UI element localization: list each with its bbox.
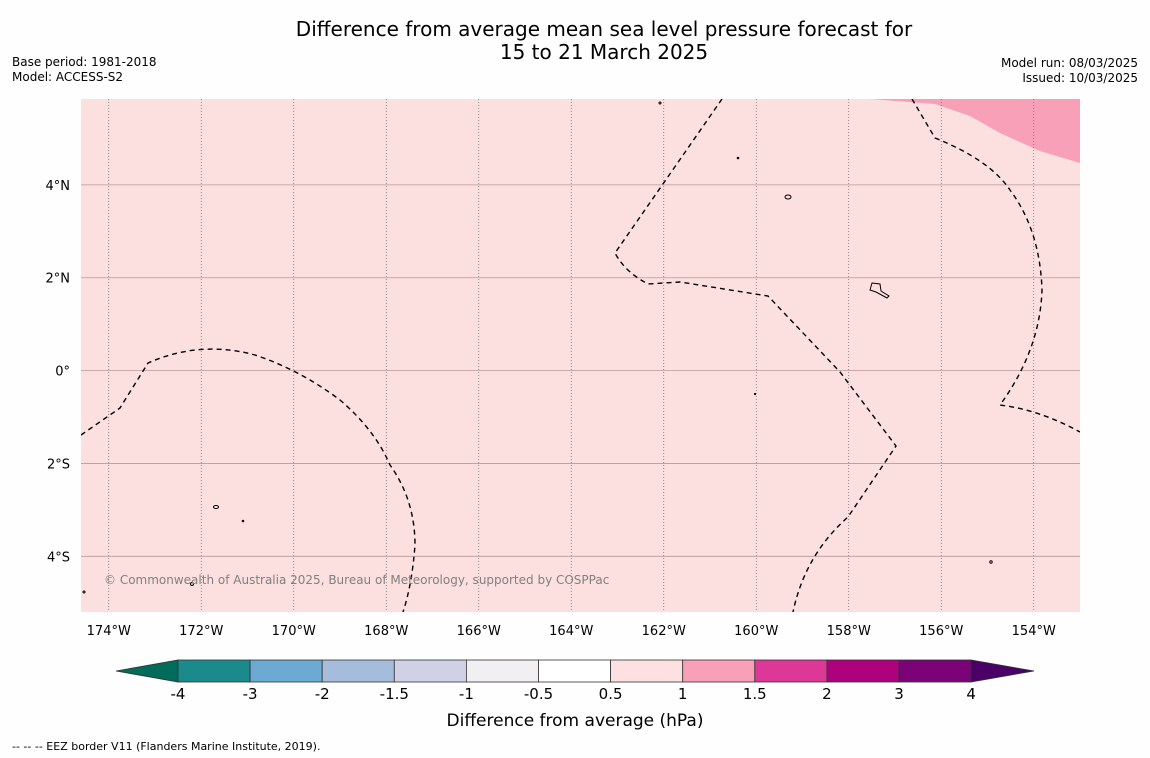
colorbar-tick-label: -1.5 — [380, 685, 409, 703]
island — [82, 590, 86, 594]
eez-border-east — [911, 99, 1080, 433]
colorbar-swatch — [754, 659, 828, 683]
longitude-label: 156°W — [919, 624, 963, 639]
island — [190, 582, 194, 586]
island — [869, 282, 890, 299]
graticule — [81, 99, 1080, 612]
colorbar-swatch — [249, 659, 323, 683]
colorbar-tick-label: 4 — [966, 685, 976, 703]
title-line-2: 15 to 21 March 2025 — [499, 40, 709, 64]
island — [753, 392, 757, 396]
latitude-label: 4°S — [47, 550, 70, 565]
colorbar-tick-label: 1 — [678, 685, 688, 703]
eez-borders — [81, 99, 1080, 612]
colorbar-swatch — [321, 659, 395, 683]
eez-footnote: -- -- -- EEZ border V11 (Flanders Marine… — [12, 740, 321, 753]
colorbar-tick-label: -0.5 — [524, 685, 553, 703]
colorbar-swatch — [393, 659, 467, 683]
longitude-label: 160°W — [734, 624, 778, 639]
colorbar-swatch — [826, 659, 900, 683]
longitude-labels: 174°W 172°W 170°W 168°W 166°W 164°W 162°W 160°W… — [87, 624, 1056, 639]
colorbar-low-extension — [115, 659, 179, 683]
colorbar-title: Difference from average (hPa) — [447, 711, 704, 731]
longitude-label: 158°W — [827, 624, 871, 639]
base-period-text: Base period: 1981-2018 — [12, 55, 157, 69]
longitude-label: 174°W — [87, 624, 131, 639]
island — [989, 560, 993, 564]
title-line-1: Difference from average mean sea level p… — [295, 17, 913, 41]
colorbar-tick-label: -4 — [171, 685, 186, 703]
colorbar-high-extension — [970, 659, 1035, 683]
pressure-anomaly-region — [870, 99, 1080, 163]
longitude-label: 168°W — [364, 624, 408, 639]
colorbar-swatch — [682, 659, 756, 683]
colorbar-swatch — [465, 659, 539, 683]
longitude-label: 154°W — [1012, 624, 1056, 639]
colorbar-tick-label: -1 — [459, 685, 474, 703]
island — [241, 519, 245, 523]
colorbar: -4 -3 -2 -1.5 -1 -0.5 0.5 1 1.5 2 3 4 Difference fr… — [115, 659, 1035, 731]
latitude-labels: 4°N 2°N 0° 2°S 4°S — [46, 179, 71, 565]
colorbar-tick-label: -3 — [243, 685, 258, 703]
map-title: Difference from average mean sea level p… — [0, 18, 1150, 64]
colorbar-tick-label: 2 — [822, 685, 832, 703]
colorbar-tick-label: 3 — [894, 685, 904, 703]
map-background — [81, 99, 1080, 612]
colorbar-tick-label: 0.5 — [599, 685, 623, 703]
longitude-label: 172°W — [179, 624, 223, 639]
colorbar-swatch — [898, 659, 972, 683]
eez-border-west — [81, 348, 416, 612]
run-info: Model run: 08/03/2025 Issued: 10/03/2025 — [1001, 56, 1138, 86]
colorbar-swatch — [610, 659, 684, 683]
base-info: Base period: 1981-2018 Model: ACCESS-S2 — [12, 55, 157, 85]
island — [736, 156, 740, 160]
issued-text: Issued: 10/03/2025 — [1022, 71, 1138, 85]
longitude-label: 162°W — [642, 624, 686, 639]
eez-border-central — [614, 99, 897, 612]
latitude-label: 2°S — [47, 457, 70, 472]
colorbar-tick-label: 1.5 — [743, 685, 767, 703]
copyright-text: © Commonwealth of Australia 2025, Bureau… — [104, 573, 609, 587]
longitude-label: 170°W — [272, 624, 316, 639]
longitude-label: 164°W — [549, 624, 593, 639]
island — [658, 101, 662, 105]
model-run-text: Model run: 08/03/2025 — [1000, 56, 1138, 70]
colorbar-swatch — [177, 659, 251, 683]
colorbar-swatch — [538, 659, 611, 683]
latitude-label: 0° — [55, 365, 70, 380]
longitude-label: 166°W — [457, 624, 501, 639]
latitude-label: 2°N — [46, 272, 71, 287]
colorbar-tick-label: -2 — [315, 685, 330, 703]
island — [784, 194, 792, 200]
islands — [82, 101, 993, 594]
latitude-label: 4°N — [46, 179, 71, 194]
model-text: Model: ACCESS-S2 — [12, 70, 124, 84]
island — [213, 505, 219, 509]
